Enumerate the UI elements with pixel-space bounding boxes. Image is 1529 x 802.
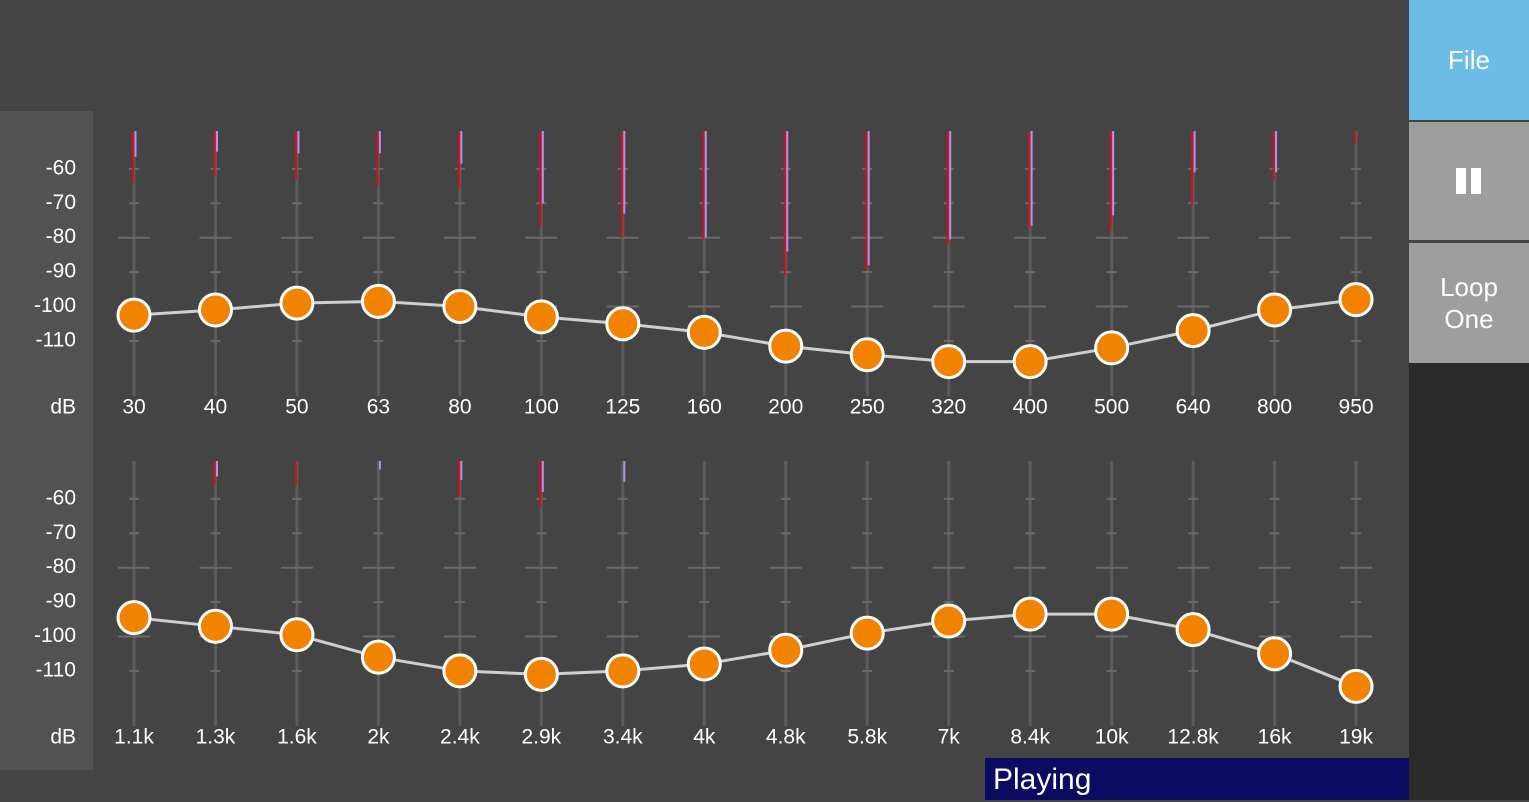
y-tick-label: -80 xyxy=(46,555,76,578)
gain-knob xyxy=(1257,292,1293,328)
gain-knob xyxy=(931,344,967,380)
x-tick-label: 8.4k xyxy=(1010,726,1050,749)
equalizer: -60 -70 -80 -90 -100 -110 dB 30 40 50 63 80 100 125 16… xyxy=(0,111,1374,770)
y-tick-label: -90 xyxy=(46,590,76,613)
x-tick-label: 63 xyxy=(367,396,390,419)
x-tick-label: 1.3k xyxy=(196,726,236,749)
gain-knob xyxy=(1338,282,1374,318)
x-tick-label: 640 xyxy=(1176,396,1211,419)
y-tick-label: -110 xyxy=(36,658,76,681)
x-tick-label: 3.4k xyxy=(603,726,643,749)
x-tick-label: 5.8k xyxy=(847,726,887,749)
x-tick-label: 2k xyxy=(367,726,390,749)
gain-knob xyxy=(523,656,559,692)
x-tick-label: 100 xyxy=(524,396,559,419)
x-tick-label: 2.9k xyxy=(521,726,561,749)
status-bar: Playing xyxy=(985,758,1409,800)
file-button[interactable]: File xyxy=(1409,0,1529,120)
gain-knob xyxy=(849,615,885,651)
gain-knob xyxy=(768,328,804,364)
gain-knob xyxy=(605,653,641,689)
gain-knob xyxy=(1012,596,1048,632)
sidebar-empty xyxy=(1409,363,1529,800)
x-tick-label: 200 xyxy=(768,396,803,419)
x-tick-label: 80 xyxy=(448,396,471,419)
gain-knob xyxy=(849,337,885,373)
y-unit-label: dB xyxy=(50,726,76,749)
gain-curve xyxy=(133,298,1357,364)
x-tick-label: 10k xyxy=(1095,726,1129,749)
x-tick-label: 125 xyxy=(605,396,640,419)
gain-knob xyxy=(442,653,478,689)
x-tick-label: 1.6k xyxy=(277,726,317,749)
x-tick-label: 1.1k xyxy=(114,726,154,749)
gain-knob xyxy=(197,292,233,328)
gain-knob xyxy=(360,283,396,319)
x-tick-label: 16k xyxy=(1258,726,1292,749)
gain-knob xyxy=(686,646,722,682)
gain-knob xyxy=(523,299,559,335)
x-tick-label: 320 xyxy=(931,396,966,419)
gain-knob xyxy=(768,632,804,668)
gain-knob xyxy=(279,285,315,321)
x-tick-label: 160 xyxy=(687,396,722,419)
y-tick-label: -60 xyxy=(46,156,76,179)
y-tick-label: -100 xyxy=(34,624,76,647)
y-unit-label: dB xyxy=(50,396,76,419)
y-tick-label: -100 xyxy=(34,294,76,317)
y-tick-label: -70 xyxy=(46,521,76,544)
x-tick-label: 19k xyxy=(1339,726,1373,749)
x-tick-label: 7k xyxy=(938,726,961,749)
gain-curve xyxy=(133,612,1357,688)
x-tick-label: 400 xyxy=(1013,396,1048,419)
axis-panel xyxy=(0,111,93,770)
y-tick-label: -90 xyxy=(46,260,76,283)
x-tick-label: 4.8k xyxy=(766,726,806,749)
gain-knob xyxy=(931,603,967,639)
x-tick-label: 50 xyxy=(285,396,308,419)
gain-knob xyxy=(279,617,315,653)
gain-knob xyxy=(1094,330,1130,366)
x-tick-label: 950 xyxy=(1339,396,1374,419)
x-tick-label: 40 xyxy=(204,396,227,419)
x-tick-label: 4k xyxy=(693,726,716,749)
gain-knob xyxy=(1175,612,1211,648)
x-tick-label: 800 xyxy=(1257,396,1292,419)
gain-knob xyxy=(116,297,152,333)
y-tick-label: -110 xyxy=(36,328,76,351)
gain-knob xyxy=(360,639,396,675)
gain-knob xyxy=(686,314,722,350)
y-tick-label: -80 xyxy=(46,225,76,248)
y-tick-label: -70 xyxy=(46,191,76,214)
x-tick-label: 30 xyxy=(122,396,145,419)
gain-knob xyxy=(442,289,478,325)
gain-knob xyxy=(1094,596,1130,632)
gain-knob xyxy=(1175,313,1211,349)
y-tick-label: -60 xyxy=(46,486,76,509)
x-tick-label: 12.8k xyxy=(1167,726,1219,749)
pause-icon xyxy=(1456,168,1481,194)
x-tick-label: 2.4k xyxy=(440,726,480,749)
gain-knob xyxy=(1338,668,1374,704)
gain-knob xyxy=(1012,344,1048,380)
gain-knob xyxy=(116,600,152,636)
pause-button[interactable] xyxy=(1409,122,1529,240)
gain-knob xyxy=(197,608,233,644)
x-tick-label: 500 xyxy=(1094,396,1129,419)
gain-knob xyxy=(1257,636,1293,672)
gain-knob xyxy=(605,306,641,342)
loop-button[interactable]: Loop One xyxy=(1409,243,1529,363)
x-tick-label: 250 xyxy=(850,396,885,419)
